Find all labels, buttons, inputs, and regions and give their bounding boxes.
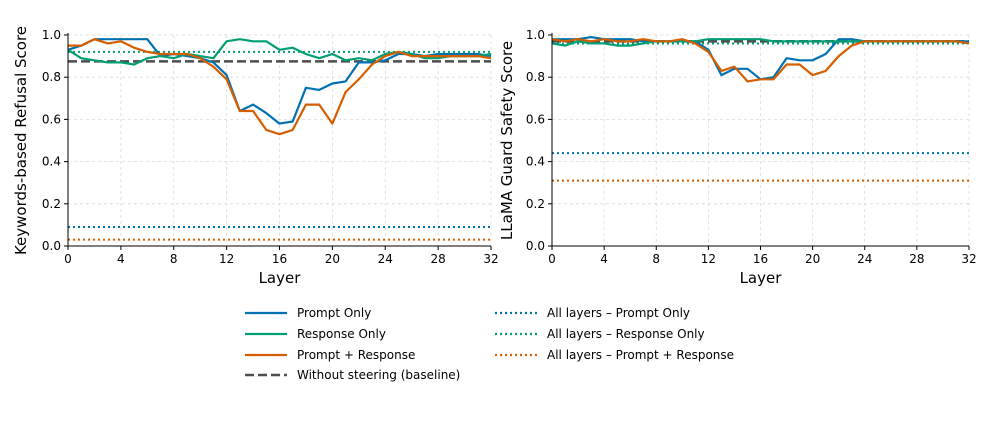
series-line-2: [551, 38, 970, 83]
y-axis-label: Keywords-based Refusal Score: [12, 26, 30, 255]
y-tick-label: 0.2: [526, 197, 545, 211]
y-tick-label: 1.0: [526, 28, 545, 42]
x-tick-label: 24: [857, 252, 872, 266]
x-tick-label: 20: [325, 252, 340, 266]
legend: Prompt Only Response Only Prompt + Respons…: [245, 306, 734, 382]
x-tick-label: 12: [701, 252, 716, 266]
legend-label-6: All layers – Prompt + Response: [547, 348, 734, 362]
x-tick-label: 24: [378, 252, 393, 266]
x-tick-label: 28: [430, 252, 445, 266]
x-tick-label: 0: [548, 252, 556, 266]
legend-label-2: Prompt + Response: [297, 348, 415, 362]
y-axis-label: LLaMA Guard Safety Score: [498, 41, 516, 240]
x-tick-label: 4: [117, 252, 125, 266]
x-tick-label: 16: [753, 252, 768, 266]
y-tick-label: 0.0: [42, 239, 61, 253]
series-line-2: [68, 38, 492, 136]
x-axis-label: Layer: [740, 269, 783, 287]
legend-label-5: All layers – Response Only: [547, 327, 705, 341]
y-tick-label: 0.6: [526, 112, 545, 126]
legend-label-3: Without steering (baseline): [297, 368, 460, 382]
x-tick-label: 12: [219, 252, 234, 266]
x-tick-label: 0: [64, 252, 72, 266]
x-tick-label: 32: [961, 252, 976, 266]
y-tick-label: 0.0: [526, 239, 545, 253]
x-tick-label: 8: [652, 252, 660, 266]
left-chart-panel: 0 4 8 12 16 20 24 28 32 0.0 0.2 0.4 0.6 0.8 1.0 Layer Ke…: [12, 26, 499, 287]
y-tick-label: 1.0: [42, 28, 61, 42]
y-tick-label: 0.8: [42, 70, 61, 84]
x-tick-label: 16: [272, 252, 287, 266]
x-tick-label: 4: [600, 252, 608, 266]
y-tick-label: 0.4: [526, 155, 545, 169]
x-axis-label: Layer: [259, 269, 302, 287]
x-tick-label: 8: [170, 252, 178, 266]
x-tick-label: 32: [483, 252, 498, 266]
legend-label-0: Prompt Only: [297, 306, 371, 320]
y-tick-label: 0.2: [42, 197, 61, 211]
x-tick-label: 20: [805, 252, 820, 266]
x-tick-label: 28: [909, 252, 924, 266]
legend-label-4: All layers – Prompt Only: [547, 306, 690, 320]
y-tick-label: 0.6: [42, 112, 61, 126]
right-chart-panel: 0 4 8 12 16 20 24 28 32 0.0 0.2 0.4 0.6 0.8 1.0 Layer LL…: [498, 28, 977, 287]
y-tick-label: 0.4: [42, 155, 61, 169]
y-tick-label: 0.8: [526, 70, 545, 84]
legend-label-1: Response Only: [297, 327, 386, 341]
